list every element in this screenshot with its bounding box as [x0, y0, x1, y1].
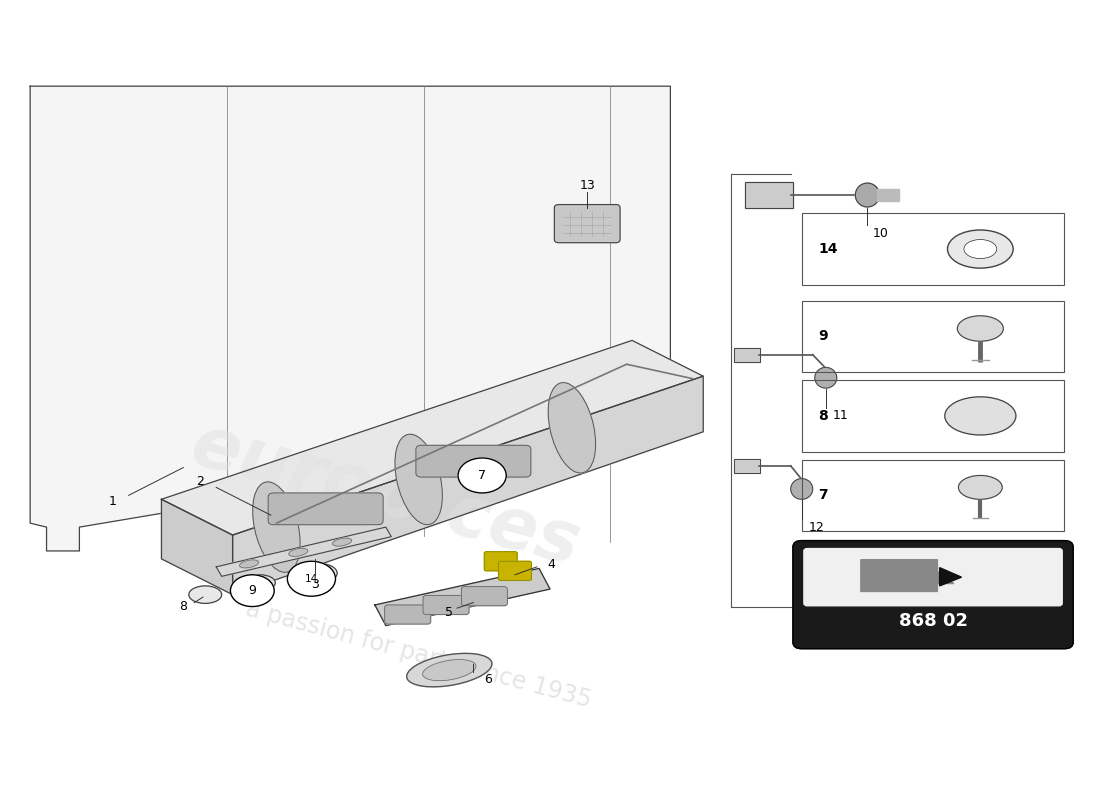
FancyBboxPatch shape — [793, 541, 1074, 649]
Text: 1: 1 — [108, 495, 117, 508]
Ellipse shape — [407, 654, 492, 687]
Text: 13: 13 — [580, 179, 595, 192]
Polygon shape — [939, 568, 961, 586]
Ellipse shape — [308, 568, 328, 578]
Ellipse shape — [964, 239, 997, 258]
FancyBboxPatch shape — [416, 446, 531, 477]
Text: 8: 8 — [179, 600, 187, 613]
FancyBboxPatch shape — [804, 549, 1063, 606]
Text: 7: 7 — [478, 469, 486, 482]
Text: 10: 10 — [873, 226, 889, 240]
Bar — [802, 459, 1065, 531]
Text: a passion for parts since 1935: a passion for parts since 1935 — [243, 597, 594, 712]
Polygon shape — [30, 86, 670, 551]
Ellipse shape — [332, 538, 352, 546]
Text: 12: 12 — [808, 521, 824, 534]
Text: 868 02: 868 02 — [899, 612, 968, 630]
FancyBboxPatch shape — [461, 586, 507, 606]
FancyBboxPatch shape — [484, 552, 517, 571]
Text: 9: 9 — [818, 330, 828, 343]
Ellipse shape — [299, 563, 337, 583]
Polygon shape — [861, 560, 954, 591]
Ellipse shape — [945, 397, 1016, 435]
Ellipse shape — [244, 574, 275, 590]
Ellipse shape — [395, 434, 442, 525]
Ellipse shape — [957, 316, 1003, 342]
Text: 11: 11 — [833, 410, 848, 422]
Bar — [802, 301, 1065, 372]
FancyBboxPatch shape — [554, 205, 620, 242]
Text: 7: 7 — [818, 488, 828, 502]
FancyBboxPatch shape — [268, 493, 383, 525]
Text: 3: 3 — [311, 578, 319, 591]
Polygon shape — [217, 527, 392, 576]
Ellipse shape — [240, 560, 258, 568]
Text: 9: 9 — [249, 584, 256, 597]
FancyBboxPatch shape — [498, 562, 531, 580]
Polygon shape — [375, 569, 550, 626]
FancyBboxPatch shape — [745, 182, 793, 208]
Ellipse shape — [422, 659, 476, 681]
Bar — [802, 380, 1065, 452]
Text: 8: 8 — [818, 409, 828, 423]
Circle shape — [230, 574, 274, 606]
FancyBboxPatch shape — [734, 458, 760, 473]
Text: 4: 4 — [548, 558, 556, 571]
Circle shape — [458, 458, 506, 493]
Circle shape — [287, 562, 336, 596]
Text: 14: 14 — [305, 574, 318, 584]
Ellipse shape — [189, 586, 222, 603]
Text: 14: 14 — [818, 242, 837, 256]
Ellipse shape — [253, 578, 266, 585]
Ellipse shape — [815, 367, 837, 388]
Ellipse shape — [288, 548, 308, 556]
Polygon shape — [162, 341, 703, 535]
Text: 2: 2 — [196, 475, 204, 488]
FancyBboxPatch shape — [424, 595, 469, 614]
Ellipse shape — [791, 478, 813, 499]
Ellipse shape — [856, 183, 879, 207]
Text: 5: 5 — [446, 606, 453, 619]
Text: 6: 6 — [484, 673, 492, 686]
FancyBboxPatch shape — [734, 347, 760, 362]
Ellipse shape — [947, 230, 1013, 268]
FancyBboxPatch shape — [385, 605, 431, 624]
Bar — [802, 214, 1065, 285]
Polygon shape — [232, 376, 703, 594]
Ellipse shape — [548, 382, 595, 473]
Ellipse shape — [958, 475, 1002, 499]
FancyBboxPatch shape — [877, 189, 899, 202]
Polygon shape — [162, 499, 232, 594]
Text: europ.ces: europ.ces — [184, 410, 587, 580]
Ellipse shape — [253, 482, 300, 572]
